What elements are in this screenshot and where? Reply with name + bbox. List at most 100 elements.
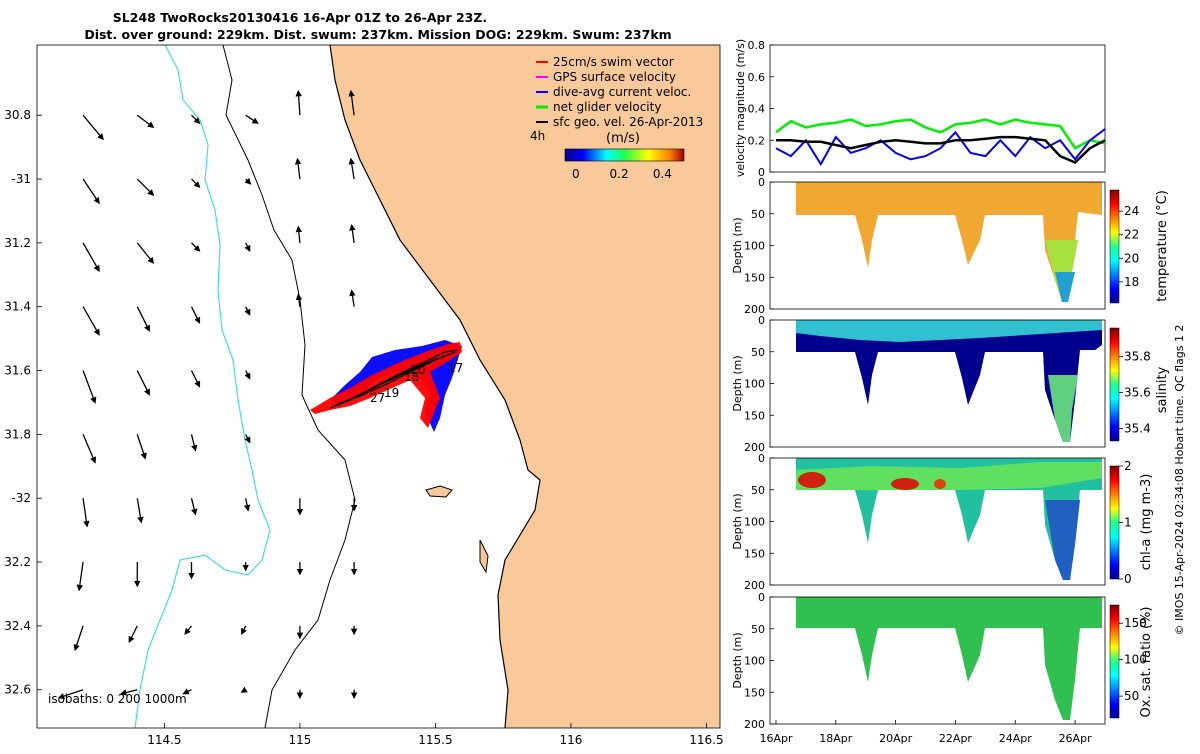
geostrophic-vector <box>244 306 251 316</box>
colorbar-tick-label: 20 <box>1124 251 1139 265</box>
day-label-27: 27 <box>370 391 385 405</box>
chla-bloom-3 <box>934 479 946 489</box>
depth-axis-label: Depth (m) <box>731 493 744 549</box>
depth-tick-label: 200 <box>744 303 765 316</box>
map-x-tick-label: 115.5 <box>418 733 452 747</box>
map-x-tick-label: 115 <box>288 733 311 747</box>
time-tick-label: 16Apr <box>759 732 793 745</box>
velocity-y-tick-label: 0.8 <box>748 39 766 52</box>
glider-track-line <box>329 349 459 409</box>
geostrophic-vector <box>82 306 100 336</box>
time-axis: 16Apr 18Apr 20Apr 22Apr 24Apr 26Apr <box>759 720 1092 745</box>
velocity-y-ticks: 0 0.2 0.4 0.6 0.8 <box>748 39 774 179</box>
depth-tick-label: 150 <box>744 271 765 284</box>
map-y-tick-label: 32.6 <box>4 683 31 697</box>
map-y-tick-label: -32 <box>11 491 31 505</box>
speed-colorbar-tick-label: 0.4 <box>653 167 672 181</box>
colorbar-side-label: 4h <box>530 129 545 143</box>
geostrophic-vector <box>184 625 192 635</box>
legend-item-swim: 25cm/s swim vector <box>536 55 674 69</box>
depth-tick-label: 200 <box>744 718 765 731</box>
colorbar-tick-label: 0 <box>1124 572 1132 586</box>
colorbar-tick-label: 24 <box>1124 204 1139 218</box>
oxygen-colorbar <box>1109 604 1120 719</box>
map-panel: 17 18 19 20 27 25cm/s swim vector GPS su… <box>4 44 724 747</box>
geostrophic-vector <box>190 370 201 388</box>
legend-label-gps: GPS surface velocity <box>553 70 676 84</box>
salinity-field <box>796 320 1102 442</box>
geostrophic-vector <box>82 498 90 528</box>
colorbar-tick-label: 150 <box>1124 616 1147 630</box>
imos-footer: © IMOS 15-Apr-2024 02:34:08 Hobart time.… <box>1173 325 1186 636</box>
geostrophic-vector <box>82 370 97 404</box>
depth-tick-label: 0 <box>758 176 765 189</box>
depth-tick-label: 50 <box>751 208 765 221</box>
legend-item-net-glider: net glider velocity <box>536 100 661 114</box>
island-garden <box>479 539 489 574</box>
geostrophic-vector <box>136 242 155 264</box>
map-y-tick-label: 30.8 <box>4 108 31 122</box>
depth-tick-label: 100 <box>744 240 765 253</box>
depth-tick-label: 0 <box>758 314 765 327</box>
legend-label-sfc-geo: sfc geo. vel. 26-Apr-2013 <box>553 115 703 129</box>
geostrophic-vector <box>244 434 251 444</box>
colorbar-tick-label: 22 <box>1124 228 1139 242</box>
geostrophic-vector <box>136 434 147 460</box>
chla-colorbar <box>1109 465 1120 580</box>
geostrophic-vector <box>348 157 355 180</box>
geostrophic-vector <box>244 242 251 253</box>
geostrophic-vector <box>191 114 201 125</box>
geostrophic-vector <box>294 157 302 180</box>
geostrophic-vector <box>136 498 144 524</box>
legend-item-gps: GPS surface velocity <box>536 70 676 84</box>
time-tick-label: 20Apr <box>879 732 913 745</box>
day-label-17: 17 <box>448 361 463 375</box>
legend-item-dive-avg: dive-avg current veloc. <box>536 85 691 99</box>
geostrophic-vector <box>82 114 104 141</box>
geostrophic-vector <box>244 370 251 380</box>
velocity-y-tick-label: 0.6 <box>748 71 766 84</box>
geostrophic-vector <box>136 178 155 196</box>
depth-tick-label: 100 <box>744 655 765 668</box>
temperature-deep-core <box>1055 272 1075 302</box>
depth-axis-label: Depth (m) <box>731 355 744 411</box>
map-legend: 25cm/s swim vector GPS surface velocity … <box>530 55 703 181</box>
geostrophic-vector <box>241 625 247 636</box>
geostrophic-vector <box>240 686 248 693</box>
depth-tick-label: 150 <box>744 686 765 699</box>
geostrophic-vector <box>82 242 100 273</box>
depth-axis-label: Depth (m) <box>731 217 744 273</box>
section-oxygen: Ox. sat. ratio (%) <box>769 596 1154 725</box>
isobath-200m <box>222 45 356 728</box>
oxygen-cb-label: Ox. sat. ratio (%) <box>1139 607 1154 718</box>
colorbar-tick-label: 1 <box>1124 516 1132 530</box>
depth-tick-label: 150 <box>744 409 765 422</box>
colorbar-tick-label: 35.4 <box>1124 421 1151 435</box>
map-x-tick-label: 116 <box>559 733 582 747</box>
legend-label-swim: 25cm/s swim vector <box>553 55 674 69</box>
speed-colorbar-ticks: 0 0.2 0.4 <box>572 167 672 181</box>
chla-cb-label: chl-a (mg m-3) <box>1139 474 1154 571</box>
geostrophic-vector <box>295 89 302 116</box>
colorbar-tick-label: 2 <box>1124 459 1132 473</box>
temperature-field <box>796 182 1102 302</box>
speed-colorbar-tick-label: 0 <box>572 167 580 181</box>
figure-title-line2: Dist. over ground: 229km. Dist. swum: 23… <box>84 27 671 42</box>
time-tick-label: 26Apr <box>1059 732 1093 745</box>
geostrophic-vector <box>82 434 97 464</box>
temperature-cb-label: temperature (°C) <box>1155 190 1170 302</box>
geostrophic-vector <box>190 498 198 516</box>
legend-label-net-glider: net glider velocity <box>553 100 661 114</box>
velocity-series <box>775 118 1106 167</box>
section-salinity: salinity <box>769 319 1170 448</box>
geostrophic-vector <box>136 370 150 396</box>
geostrophic-vector-field <box>57 89 358 700</box>
depth-axis-label: Depth (m) <box>731 632 744 688</box>
time-tick-label: 24Apr <box>999 732 1033 745</box>
salinity-colorbar <box>1109 327 1120 442</box>
geostrophic-vector <box>182 688 192 695</box>
map-y-tick-label: 32.4 <box>4 619 31 633</box>
depth-tick-label: 100 <box>744 516 765 529</box>
